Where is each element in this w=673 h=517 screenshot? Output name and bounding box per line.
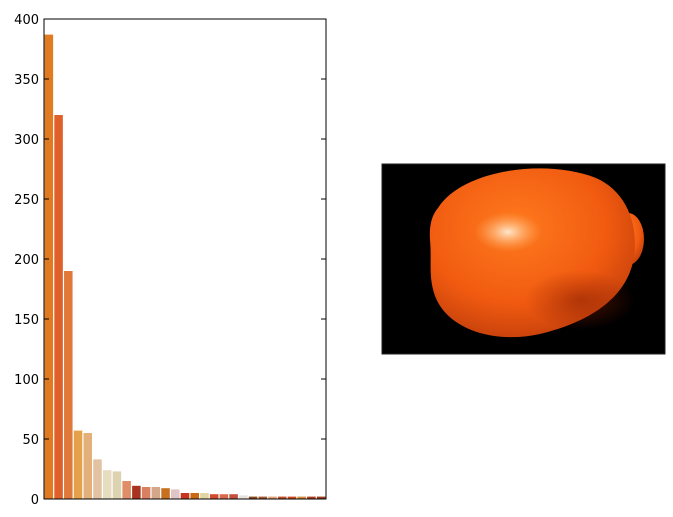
bar (122, 481, 131, 499)
orange-fruit (429, 168, 644, 338)
bar (258, 496, 268, 499)
bar (93, 459, 102, 499)
bar (83, 433, 93, 499)
y-tick-label: 300 (14, 133, 39, 148)
bar (132, 485, 141, 499)
bar (64, 271, 73, 499)
y-tick-label: 350 (14, 73, 39, 88)
bar (161, 488, 170, 499)
fruit-highlight (474, 212, 542, 252)
bar (316, 496, 326, 499)
bar-chart: 0 50 100 150 200 250 300 350 400 (14, 13, 327, 508)
y-tick-label: 400 (14, 13, 39, 28)
y-tick-label: 200 (14, 253, 39, 268)
bars-group (44, 34, 326, 499)
y-tick-label: 250 (14, 193, 39, 208)
bar (287, 496, 297, 499)
bar (200, 493, 209, 499)
fruit-shadow (525, 270, 635, 330)
bar (54, 115, 63, 499)
bar (248, 496, 258, 499)
bar (209, 494, 219, 499)
y-tick-label: 150 (14, 313, 39, 328)
bar (171, 489, 180, 499)
y-tick-label: 50 (22, 433, 39, 448)
bar (307, 496, 316, 499)
orange-photo (381, 163, 666, 355)
bar (297, 496, 306, 499)
bar (268, 496, 277, 499)
bar (151, 487, 161, 499)
bar (44, 34, 54, 499)
photo-frame (381, 163, 666, 355)
bar (229, 494, 238, 499)
bar (112, 471, 122, 499)
bar (141, 487, 151, 499)
bar (190, 493, 199, 499)
bar (73, 430, 83, 499)
y-tick-label: 0 (31, 493, 39, 508)
y-axis: 0 50 100 150 200 250 300 350 400 (14, 13, 326, 508)
y-tick-label: 100 (14, 373, 39, 388)
bar (102, 470, 112, 499)
bar (239, 495, 248, 499)
bar (219, 494, 229, 499)
bar (180, 493, 190, 499)
bar (277, 496, 287, 499)
plot-background (44, 19, 326, 499)
